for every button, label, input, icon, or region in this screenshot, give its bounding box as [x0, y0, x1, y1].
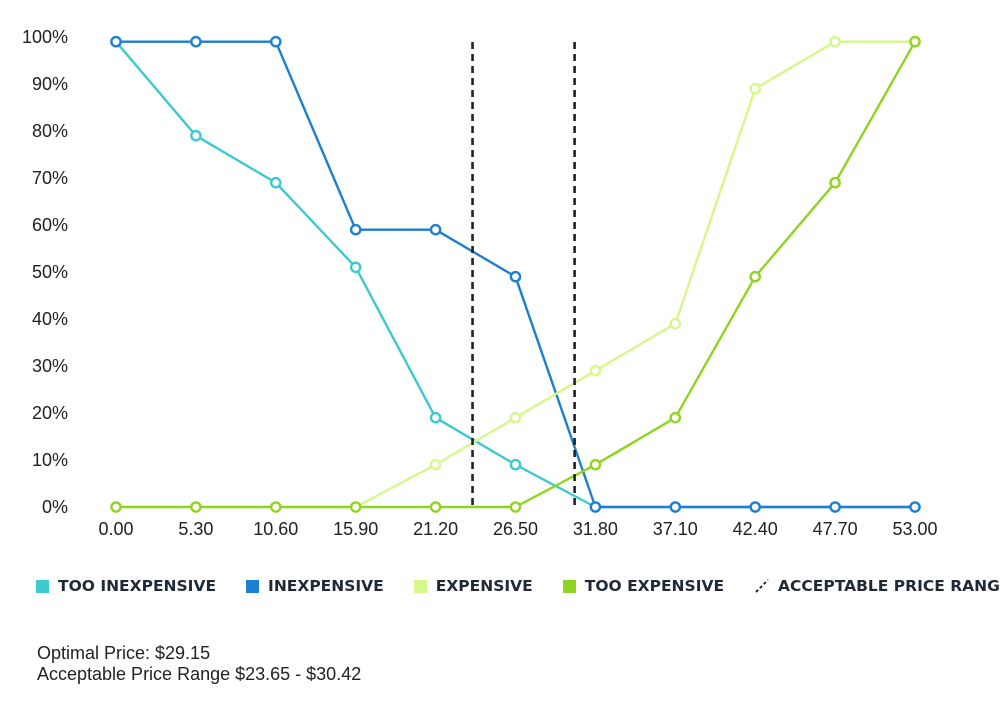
data-point-expensive: [669, 317, 682, 330]
data-point-inexpensive: [589, 501, 602, 513]
y-tick-label: 10%: [32, 450, 68, 470]
y-tick-label: 90%: [32, 74, 68, 94]
legend-label: ACCEPTABLE PRICE RANGE: [778, 577, 1000, 595]
data-point-too-expensive: [509, 501, 522, 513]
legend-swatch: [246, 579, 260, 593]
data-point-expensive: [829, 35, 841, 48]
data-point-inexpensive: [669, 501, 682, 513]
x-tick-label: 5.30: [178, 519, 213, 539]
dashed-line-icon: [755, 579, 769, 593]
data-point-too-expensive: [190, 501, 202, 513]
y-tick-label: 20%: [32, 403, 68, 423]
legend-label: TOO EXPENSIVE: [584, 577, 725, 595]
legend-swatch: [413, 579, 427, 593]
y-tick-label: 30%: [32, 356, 68, 376]
data-point-expensive: [749, 82, 762, 95]
data-point-too-expensive: [749, 270, 762, 283]
series-points: [110, 35, 921, 513]
data-point-inexpensive: [110, 35, 122, 48]
legend-label: TOO INEXPENSIVE: [58, 577, 217, 595]
legend-label: INEXPENSIVE: [268, 577, 384, 595]
y-tick-label: 70%: [32, 168, 68, 188]
x-tick-label: 47.70: [813, 519, 858, 539]
y-tick-label: 80%: [32, 121, 68, 141]
legend-item-inexpensive: INEXPENSIVE: [246, 577, 384, 595]
data-point-expensive: [429, 458, 442, 471]
x-tick-label: 37.10: [653, 519, 698, 539]
x-tick-label: 31.80: [573, 519, 618, 539]
data-point-too-expensive: [110, 501, 122, 513]
y-tick-label: 0%: [42, 497, 68, 517]
data-point-too-inexpensive: [429, 411, 442, 424]
price-notes: Optimal Price: $29.15 Acceptable Price R…: [37, 643, 361, 685]
data-point-inexpensive: [829, 501, 841, 513]
y-tick-label: 100%: [22, 27, 68, 47]
y-tick-label: 40%: [32, 309, 68, 329]
y-axis-ticks: 0% 10% 20% 30% 40% 50% 60% 70% 80% 90% 100%: [22, 27, 68, 517]
x-tick-label: 0.00: [98, 519, 133, 539]
data-point-too-expensive: [909, 35, 921, 48]
data-point-too-expensive: [349, 501, 362, 513]
data-point-too-expensive: [829, 176, 841, 189]
data-point-too-inexpensive: [349, 261, 362, 274]
x-tick-label: 15.90: [333, 519, 378, 539]
data-point-inexpensive: [909, 501, 921, 513]
x-tick-label: 53.00: [892, 519, 937, 539]
reference-lines: [471, 42, 576, 507]
data-point-inexpensive: [349, 223, 362, 236]
data-point-too-expensive: [269, 501, 282, 513]
y-tick-label: 60%: [32, 215, 68, 235]
legend-item-too-inexpensive: TOO INEXPENSIVE: [36, 577, 216, 595]
chart-legend: TOO INEXPENSIVE INEXPENSIVE EXPENSIVE TOO E…: [36, 574, 1000, 598]
data-point-expensive: [509, 411, 522, 424]
data-point-too-inexpensive: [190, 129, 202, 142]
data-point-inexpensive: [269, 35, 282, 48]
y-tick-label: 50%: [32, 262, 68, 282]
legend-item-expensive: EXPENSIVE: [413, 577, 533, 595]
data-point-inexpensive: [749, 501, 762, 513]
chart-svg: 0% 10% 20% 30% 40% 50% 60% 70% 80% 90% 100% 0.00 5.…: [22, 27, 938, 539]
legend-item-acceptable-price-range: ACCEPTABLE PRICE RANGE: [754, 577, 1000, 595]
x-tick-label: 10.60: [253, 519, 298, 539]
data-point-too-expensive: [669, 411, 682, 424]
legend-swatch: [36, 579, 49, 593]
legend-swatch: [562, 579, 576, 593]
data-point-inexpensive: [190, 35, 202, 48]
x-tick-label: 42.40: [733, 519, 778, 539]
data-point-too-expensive: [429, 501, 442, 513]
acceptable-range-text: Acceptable Price Range $23.65 - $30.42: [37, 664, 362, 684]
x-tick-label: 26.50: [493, 519, 538, 539]
x-tick-label: 21.20: [413, 519, 458, 539]
data-point-expensive: [589, 364, 602, 377]
data-point-too-expensive: [589, 458, 602, 471]
optimal-price-text: Optimal Price: $29.15: [37, 643, 211, 663]
data-point-too-inexpensive: [509, 458, 522, 471]
legend-item-too-expensive: TOO EXPENSIVE: [562, 577, 725, 595]
x-axis-ticks: 0.00 5.30 10.60 15.90 21.20 26.50 31.80 37.10 42…: [98, 519, 937, 539]
data-point-too-inexpensive: [269, 176, 282, 189]
legend-label: EXPENSIVE: [435, 577, 533, 595]
data-point-inexpensive: [509, 270, 522, 283]
price-sensitivity-chart: 0% 10% 20% 30% 40% 50% 60% 70% 80% 90% 100% 0.00 5.…: [22, 27, 938, 539]
data-point-inexpensive: [429, 223, 442, 236]
